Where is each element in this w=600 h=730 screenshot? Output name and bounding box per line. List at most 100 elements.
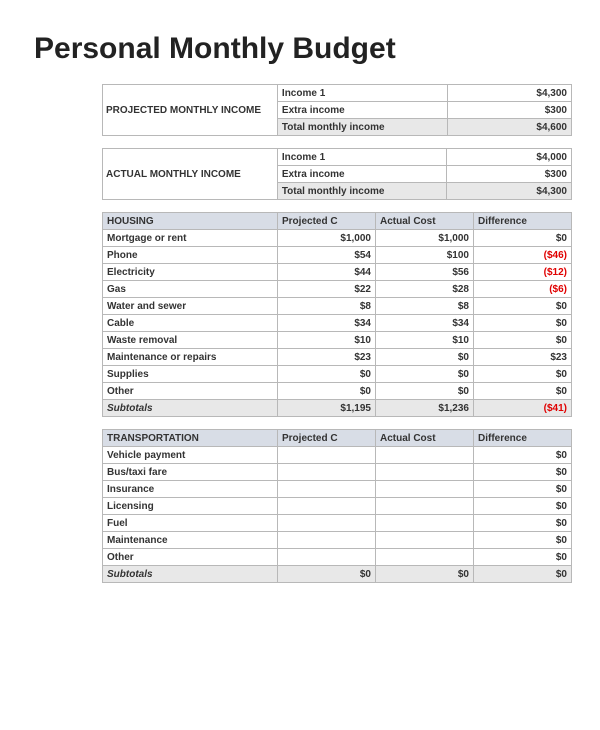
page-title: Personal Monthly Budget [34,32,566,66]
expense-actual [376,481,474,498]
expense-row: Maintenance or repairs$23$0$23 [103,349,572,366]
expense-row: Bus/taxi fare$0 [103,464,572,481]
expense-row: Supplies$0$0$0 [103,366,572,383]
expense-actual: $0 [376,349,474,366]
expense-projected: $0 [278,383,376,400]
income-item-value: $300 [447,102,571,119]
expense-row: Waste removal$10$10$0 [103,332,572,349]
expense-projected [278,549,376,566]
subtotal-label: Subtotals [103,400,278,417]
expense-label: Fuel [103,515,278,532]
subtotal-row: Subtotals$0$0$0 [103,566,572,583]
income-item-value: $300 [447,166,572,183]
category-name: HOUSING [103,213,278,230]
income-block-label: PROJECTED MONTHLY INCOME [103,85,278,136]
expense-row: Phone$54$100($46) [103,247,572,264]
income-item-label: Income 1 [277,85,447,102]
expense-actual: $0 [376,383,474,400]
expense-label: Other [103,383,278,400]
expense-label: Cable [103,315,278,332]
expense-label: Licensing [103,498,278,515]
expense-table: HOUSINGProjected CActual CostDifferenceM… [102,212,572,417]
expense-actual: $1,000 [376,230,474,247]
expense-actual: $10 [376,332,474,349]
expense-actual [376,447,474,464]
expense-difference: $0 [474,315,572,332]
expense-label: Bus/taxi fare [103,464,278,481]
expense-difference: $0 [474,481,572,498]
expense-label: Mortgage or rent [103,230,278,247]
col-difference: Difference [474,213,572,230]
expense-difference: ($46) [474,247,572,264]
expense-projected: $54 [278,247,376,264]
income-item-label: Income 1 [277,149,447,166]
expense-difference: $0 [474,298,572,315]
col-actual: Actual Cost [376,213,474,230]
expense-label: Other [103,549,278,566]
expense-actual [376,498,474,515]
category-name: TRANSPORTATION [103,430,278,447]
expense-projected [278,481,376,498]
subtotal-row: Subtotals$1,195$1,236($41) [103,400,572,417]
expense-difference: $0 [474,515,572,532]
subtotal-projected: $0 [278,566,376,583]
income-item-label: Total monthly income [277,119,447,136]
expense-difference: $0 [474,230,572,247]
expense-label: Phone [103,247,278,264]
subtotal-projected: $1,195 [278,400,376,417]
subtotal-actual: $1,236 [376,400,474,417]
income-table: PROJECTED MONTHLY INCOMEIncome 1$4,300Ex… [102,84,572,136]
expense-projected: $44 [278,264,376,281]
expense-actual [376,532,474,549]
subtotal-difference: ($41) [474,400,572,417]
col-actual: Actual Cost [376,430,474,447]
expense-label: Vehicle payment [103,447,278,464]
expense-row: Electricity$44$56($12) [103,264,572,281]
expense-row: Water and sewer$8$8$0 [103,298,572,315]
expense-actual: $34 [376,315,474,332]
expense-difference: ($12) [474,264,572,281]
category-header: HOUSINGProjected CActual CostDifference [103,213,572,230]
expense-difference: $0 [474,498,572,515]
expense-projected [278,515,376,532]
expense-label: Maintenance or repairs [103,349,278,366]
expense-difference: $0 [474,532,572,549]
income-item-value: $4,300 [447,85,571,102]
expense-actual: $28 [376,281,474,298]
expense-table: TRANSPORTATIONProjected CActual CostDiff… [102,429,572,583]
subtotal-difference: $0 [474,566,572,583]
expense-actual [376,464,474,481]
expense-projected: $8 [278,298,376,315]
expense-projected: $10 [278,332,376,349]
expense-row: Mortgage or rent$1,000$1,000$0 [103,230,572,247]
expense-projected: $34 [278,315,376,332]
income-item-label: Extra income [277,166,447,183]
income-item-value: $4,300 [447,183,572,200]
expense-row: Cable$34$34$0 [103,315,572,332]
expense-projected [278,498,376,515]
expense-actual [376,515,474,532]
income-table: ACTUAL MONTHLY INCOMEIncome 1$4,000Extra… [102,148,572,200]
expense-row: Gas$22$28($6) [103,281,572,298]
income-block-label: ACTUAL MONTHLY INCOME [103,149,278,200]
expense-label: Electricity [103,264,278,281]
income-item-label: Extra income [277,102,447,119]
expense-projected [278,532,376,549]
expense-label: Water and sewer [103,298,278,315]
expense-projected: $23 [278,349,376,366]
expense-difference: ($6) [474,281,572,298]
expense-row: Fuel $0 [103,515,572,532]
expense-actual: $0 [376,366,474,383]
expense-label: Gas [103,281,278,298]
category-header: TRANSPORTATIONProjected CActual CostDiff… [103,430,572,447]
expense-difference: $0 [474,447,572,464]
expense-difference: $0 [474,366,572,383]
col-difference: Difference [474,430,572,447]
expense-row: Vehicle payment $0 [103,447,572,464]
expense-label: Supplies [103,366,278,383]
expense-projected: $0 [278,366,376,383]
expense-difference: $23 [474,349,572,366]
income-row: PROJECTED MONTHLY INCOMEIncome 1$4,300 [103,85,572,102]
expense-difference: $0 [474,549,572,566]
expense-projected: $1,000 [278,230,376,247]
